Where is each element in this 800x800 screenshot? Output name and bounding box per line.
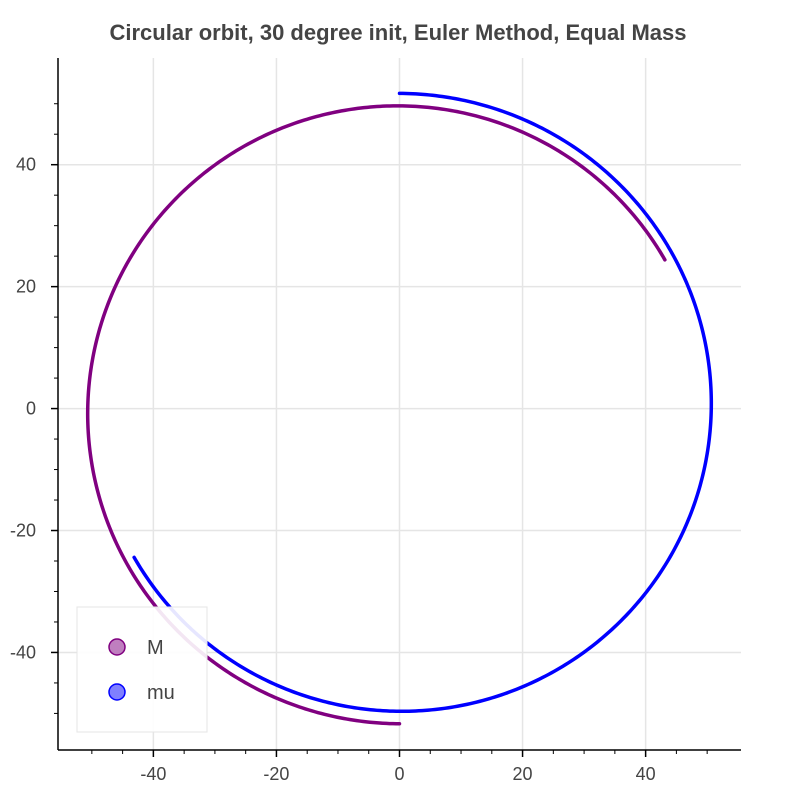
legend-box [76, 606, 208, 733]
y-tick-label: -40 [10, 642, 36, 662]
x-tick-label: 20 [513, 764, 533, 784]
legend: M mu [76, 606, 208, 733]
legend-label-m: M [147, 637, 164, 659]
y-tick-label: 0 [26, 399, 36, 419]
legend-item-mu: mu [108, 682, 175, 704]
legend-label-mu: mu [147, 682, 175, 704]
x-tick-label: 0 [394, 764, 404, 784]
chart-title: Circular orbit, 30 degree init, Euler Me… [109, 20, 686, 45]
x-tick-label: -40 [140, 764, 166, 784]
legend-item-m: M [108, 637, 164, 659]
y-tick-label: 40 [16, 155, 36, 175]
y-tick-label: 20 [16, 277, 36, 297]
legend-swatch-m [108, 638, 126, 656]
x-tick-label: 40 [636, 764, 656, 784]
legend-swatch-mu [108, 683, 126, 701]
x-tick-label: -20 [263, 764, 289, 784]
y-tick-label: -20 [10, 521, 36, 541]
series-line-mu [132, 91, 714, 714]
axes: -40 -20 0 20 40 -40 -20 0 20 40 [10, 58, 741, 784]
